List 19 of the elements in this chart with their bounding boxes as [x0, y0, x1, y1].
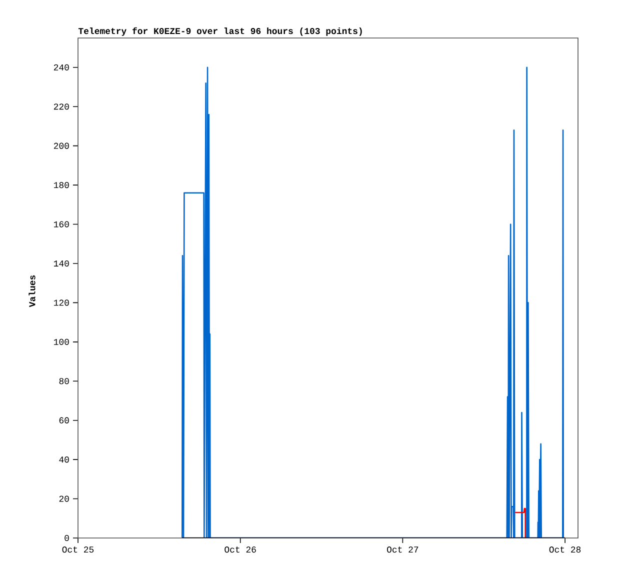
chart-title: Telemetry for K0EZE-9 over last 96 hours (103 points)	[78, 27, 362, 36]
y-tick-label: 120	[54, 300, 69, 306]
y-tick-label: 200	[54, 142, 69, 149]
x-tick-label: Oct 25	[62, 546, 94, 553]
x-tick-label: Oct 27	[387, 546, 418, 553]
y-tick-label: 0	[64, 534, 69, 542]
x-tick-label: Oct 28	[549, 546, 581, 553]
y-tick-label: 180	[54, 182, 69, 188]
y-tick-label: 140	[54, 260, 69, 267]
y-tick-label: 20	[59, 496, 69, 502]
y-tick-label: 220	[54, 104, 69, 110]
y-tick-label: 40	[59, 456, 69, 463]
y-tick-label: 80	[59, 378, 69, 384]
y-axis-title: Values	[28, 275, 36, 308]
y-tick-label: 160	[54, 221, 69, 228]
y-tick-label: 240	[54, 64, 69, 70]
x-tick-label: Oct 26	[224, 546, 256, 553]
y-tick-label: 100	[54, 338, 69, 345]
y-tick-label: 60	[59, 417, 69, 424]
